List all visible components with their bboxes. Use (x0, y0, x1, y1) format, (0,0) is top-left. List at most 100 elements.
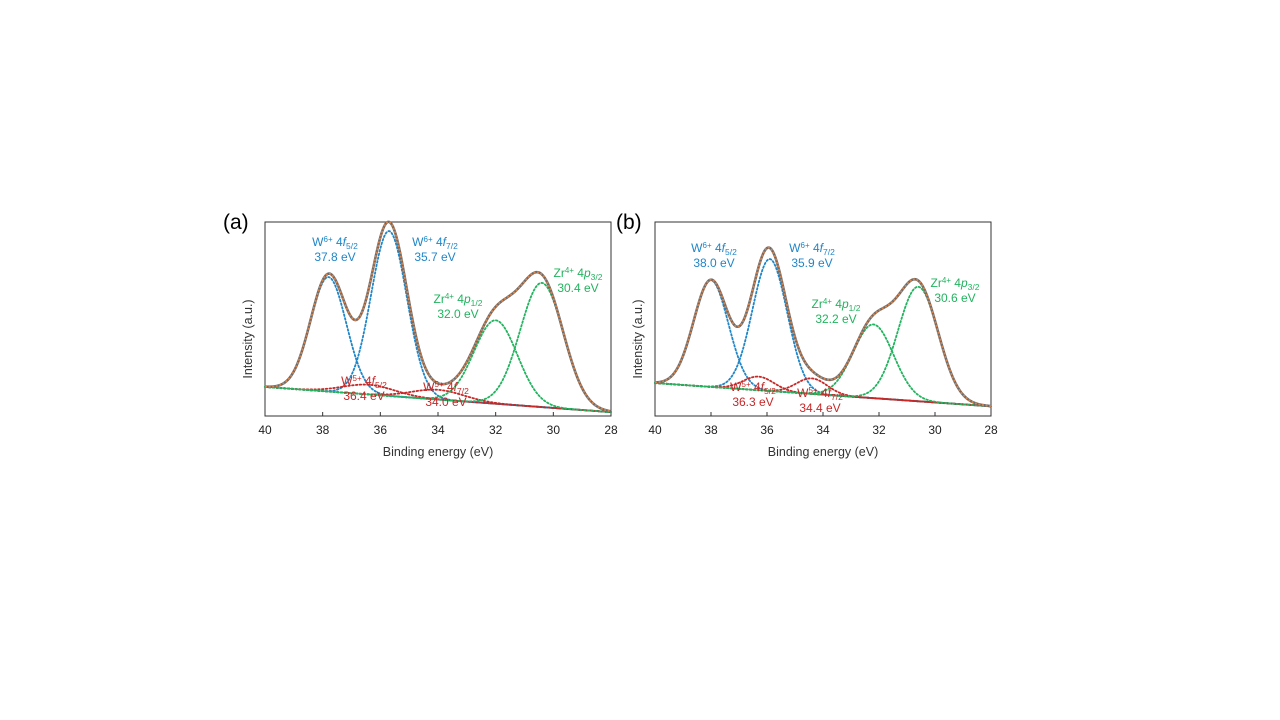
peak-energy-1-0: 38.0 eV (693, 256, 734, 270)
peak-label-element: W (797, 386, 809, 400)
peak-energy-0-0: 37.8 eV (314, 250, 355, 264)
x-tick-label: 40 (258, 423, 272, 437)
peak-label-shell: 4 (574, 266, 584, 280)
peak-label-element: Zr (554, 266, 565, 280)
peak-label-element: W (789, 241, 801, 255)
peak-label-0-3: W5+ 4f7/2 (423, 380, 469, 396)
peak-label-subscript: 5/2 (725, 247, 737, 257)
peak-energy-1-4: 32.2 eV (815, 312, 856, 326)
x-tick-label: 38 (704, 423, 718, 437)
peak-label-shell: 4 (333, 235, 343, 249)
peak-label-shell: 4 (454, 292, 464, 306)
peak-label-element: Zr (931, 276, 942, 290)
peak-label-charge: 6+ (424, 235, 433, 244)
peak-label-charge: 5+ (742, 380, 751, 389)
peak-energy-1-2: 36.3 eV (732, 395, 773, 409)
peak-label-orbital: p (960, 276, 968, 290)
peak-label-charge: 4+ (565, 266, 574, 275)
peak-label-charge: 4+ (445, 292, 454, 301)
x-tick-label: 28 (604, 423, 618, 437)
x-axis-label: Binding energy (eV) (768, 445, 878, 459)
peak-label-element: W (341, 374, 353, 388)
peak-label-shell: 4 (951, 276, 961, 290)
peak-label-shell: 4 (810, 241, 820, 255)
x-tick-label: 30 (547, 423, 561, 437)
peak-label-subscript: 3/2 (968, 282, 980, 292)
peak-label-0-4: Zr4+ 4p1/2 (434, 292, 483, 308)
peak-label-subscript: 5/2 (346, 241, 358, 251)
peak-label-1-4: Zr4+ 4p1/2 (812, 297, 861, 313)
peak-label-1-1: W6+ 4f7/2 (789, 241, 835, 257)
peak-label-element: Zr (812, 297, 823, 311)
peak-label-shell: 4 (712, 241, 722, 255)
peak-label-charge: 6+ (801, 241, 810, 250)
peak-energy-1-5: 30.6 eV (934, 291, 975, 305)
peak-label-subscript: 7/2 (831, 392, 843, 402)
peak-label-subscript: 1/2 (471, 298, 483, 308)
peak-label-shell: 4 (818, 386, 828, 400)
peak-label-element: W (312, 235, 324, 249)
peak-label-1-0: W6+ 4f5/2 (691, 241, 737, 257)
x-tick-label: 32 (489, 423, 503, 437)
peak-label-subscript: 7/2 (823, 247, 835, 257)
peak-label-element: W (423, 380, 435, 394)
peak-label-1-5: Zr4+ 4p3/2 (931, 276, 980, 292)
peak-label-shell: 4 (433, 235, 443, 249)
peak-energy-1-1: 35.9 eV (791, 256, 832, 270)
peak-label-charge: 6+ (703, 241, 712, 250)
panel-label: (a) (223, 211, 249, 234)
peak-energy-0-5: 30.4 eV (557, 281, 598, 295)
x-tick-label: 30 (928, 423, 942, 437)
peak-label-subscript: 5/2 (764, 386, 776, 396)
peak-label-orbital: p (463, 292, 471, 306)
peak-label-1-2: W5+ 4f5/2 (730, 380, 776, 396)
peak-label-charge: 4+ (823, 297, 832, 306)
peak-energy-0-4: 32.0 eV (437, 307, 478, 321)
peak-energy-0-2: 36.4 eV (343, 389, 384, 403)
peak-label-subscript: 3/2 (591, 272, 603, 282)
peak-label-shell: 4 (832, 297, 842, 311)
peak-label-orbital: p (583, 266, 591, 280)
panel-label: (b) (616, 211, 642, 234)
x-tick-label: 32 (872, 423, 886, 437)
peak-label-shell: 4 (751, 380, 761, 394)
peak-label-orbital: f (761, 380, 766, 394)
peak-label-1-3: W5+ 4f7/2 (797, 386, 843, 402)
x-tick-label: 36 (374, 423, 388, 437)
envelope-fit-line (654, 246, 992, 408)
peak-label-orbital: f (828, 386, 833, 400)
peak-label-orbital: f (372, 374, 377, 388)
peak-label-element: W (412, 235, 424, 249)
peak-label-subscript: 7/2 (457, 386, 469, 396)
peak-label-orbital: p (841, 297, 849, 311)
peak-label-orbital: f (343, 235, 348, 249)
peak-label-charge: 5+ (435, 380, 444, 389)
peak-label-0-0: W6+ 4f5/2 (312, 235, 358, 251)
panel-b: (b) 40 38 36 34 32 30 28 Binding energy (eV) Inte… (616, 211, 998, 459)
peak-energy-0-1: 35.7 eV (414, 250, 455, 264)
x-tick-label: 38 (316, 423, 330, 437)
peak-energy-0-3: 34.0 eV (425, 395, 466, 409)
peak-label-element: Zr (434, 292, 445, 306)
peak-label-charge: 5+ (809, 386, 818, 395)
peak-label-subscript: 7/2 (446, 241, 458, 251)
panel-a: (a) 40 38 36 34 32 30 28 Binding energy (eV) Inte… (223, 211, 618, 459)
peak-label-0-2: W5+ 4f5/2 (341, 374, 387, 390)
y-axis-label: Intensity (a.u.) (631, 299, 645, 378)
peak-label-element: W (691, 241, 703, 255)
y-axis-label: Intensity (a.u.) (241, 299, 255, 378)
peak-label-shell: 4 (362, 374, 372, 388)
x-tick-label: 28 (984, 423, 998, 437)
peak-label-orbital: f (820, 241, 825, 255)
peak-label-charge: 4+ (942, 276, 951, 285)
envelope-fit-line (264, 220, 612, 413)
peak-label-orbital: f (722, 241, 727, 255)
x-tick-label: 40 (648, 423, 662, 437)
x-tick-label: 36 (760, 423, 774, 437)
x-tick-label: 34 (816, 423, 830, 437)
peak-label-0-5: Zr4+ 4p3/2 (554, 266, 603, 282)
peak-label-subscript: 1/2 (849, 303, 861, 313)
peak-label-shell: 4 (444, 380, 454, 394)
peak-label-orbital: f (443, 235, 448, 249)
x-tick-label: 34 (431, 423, 445, 437)
